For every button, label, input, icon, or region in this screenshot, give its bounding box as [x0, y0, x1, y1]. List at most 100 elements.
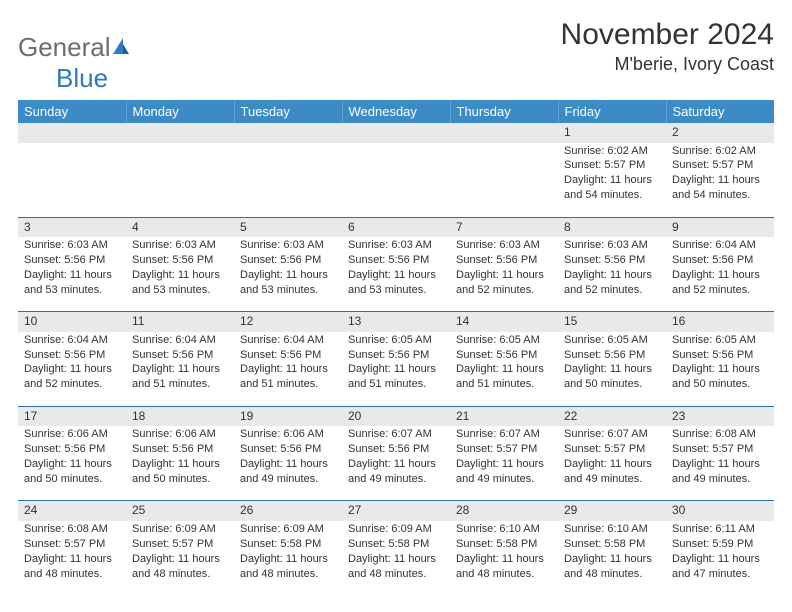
day-number-cell: 13 — [342, 312, 450, 332]
day-number-cell: 28 — [450, 501, 558, 521]
day-cell: Sunrise: 6:04 AMSunset: 5:56 PMDaylight:… — [666, 237, 774, 311]
day-details: Sunrise: 6:03 AMSunset: 5:56 PMDaylight:… — [18, 237, 126, 299]
day-number: 19 — [234, 407, 342, 427]
day-number — [234, 123, 342, 143]
day-cell: Sunrise: 6:04 AMSunset: 5:56 PMDaylight:… — [234, 332, 342, 406]
day-number-cell — [342, 123, 450, 143]
day-details: Sunrise: 6:10 AMSunset: 5:58 PMDaylight:… — [450, 521, 558, 583]
day-cell — [342, 143, 450, 217]
day-number: 8 — [558, 218, 666, 238]
day-cell: Sunrise: 6:09 AMSunset: 5:57 PMDaylight:… — [126, 521, 234, 595]
day-cell: Sunrise: 6:09 AMSunset: 5:58 PMDaylight:… — [342, 521, 450, 595]
calendar-body: 12Sunrise: 6:02 AMSunset: 5:57 PMDayligh… — [18, 123, 774, 595]
day-number: 2 — [666, 123, 774, 143]
day-number-cell: 7 — [450, 218, 558, 238]
day-number: 14 — [450, 312, 558, 332]
day-cell: Sunrise: 6:10 AMSunset: 5:58 PMDaylight:… — [450, 521, 558, 595]
day-details: Sunrise: 6:09 AMSunset: 5:57 PMDaylight:… — [126, 521, 234, 583]
day-cell: Sunrise: 6:02 AMSunset: 5:57 PMDaylight:… — [558, 143, 666, 217]
day-body-row: Sunrise: 6:06 AMSunset: 5:56 PMDaylight:… — [18, 426, 774, 500]
day-number-row: 3456789 — [18, 218, 774, 238]
day-details: Sunrise: 6:07 AMSunset: 5:57 PMDaylight:… — [558, 426, 666, 488]
day-number: 7 — [450, 218, 558, 238]
day-number-cell: 9 — [666, 218, 774, 238]
day-number — [342, 123, 450, 143]
day-number: 20 — [342, 407, 450, 427]
day-cell: Sunrise: 6:03 AMSunset: 5:56 PMDaylight:… — [450, 237, 558, 311]
day-number: 18 — [126, 407, 234, 427]
day-header-thursday: Thursday — [450, 100, 558, 123]
day-number: 26 — [234, 501, 342, 521]
day-number: 15 — [558, 312, 666, 332]
day-details: Sunrise: 6:02 AMSunset: 5:57 PMDaylight:… — [558, 143, 666, 205]
day-details: Sunrise: 6:07 AMSunset: 5:57 PMDaylight:… — [450, 426, 558, 488]
day-cell — [126, 143, 234, 217]
day-number-cell: 27 — [342, 501, 450, 521]
day-details: Sunrise: 6:08 AMSunset: 5:57 PMDaylight:… — [666, 426, 774, 488]
day-number: 16 — [666, 312, 774, 332]
day-cell: Sunrise: 6:03 AMSunset: 5:56 PMDaylight:… — [558, 237, 666, 311]
day-number-cell — [18, 123, 126, 143]
day-cell: Sunrise: 6:05 AMSunset: 5:56 PMDaylight:… — [666, 332, 774, 406]
day-details: Sunrise: 6:06 AMSunset: 5:56 PMDaylight:… — [234, 426, 342, 488]
day-header-friday: Friday — [558, 100, 666, 123]
day-number-cell: 6 — [342, 218, 450, 238]
day-number-cell: 2 — [666, 123, 774, 143]
day-number: 17 — [18, 407, 126, 427]
day-number-cell: 12 — [234, 312, 342, 332]
day-details: Sunrise: 6:03 AMSunset: 5:56 PMDaylight:… — [234, 237, 342, 299]
day-details: Sunrise: 6:03 AMSunset: 5:56 PMDaylight:… — [450, 237, 558, 299]
day-number-row: 17181920212223 — [18, 407, 774, 427]
day-cell: Sunrise: 6:07 AMSunset: 5:57 PMDaylight:… — [558, 426, 666, 500]
day-number-cell: 21 — [450, 407, 558, 427]
day-number: 9 — [666, 218, 774, 238]
day-details: Sunrise: 6:03 AMSunset: 5:56 PMDaylight:… — [342, 237, 450, 299]
day-cell: Sunrise: 6:08 AMSunset: 5:57 PMDaylight:… — [18, 521, 126, 595]
day-number: 5 — [234, 218, 342, 238]
day-header-row: SundayMondayTuesdayWednesdayThursdayFrid… — [18, 100, 774, 123]
day-cell — [450, 143, 558, 217]
day-number-cell: 30 — [666, 501, 774, 521]
day-number-cell: 20 — [342, 407, 450, 427]
day-number-row: 10111213141516 — [18, 312, 774, 332]
day-number-cell — [450, 123, 558, 143]
logo-sail-icon — [111, 36, 131, 56]
day-header-tuesday: Tuesday — [234, 100, 342, 123]
day-number-row: 12 — [18, 123, 774, 143]
day-number-cell: 19 — [234, 407, 342, 427]
day-cell: Sunrise: 6:04 AMSunset: 5:56 PMDaylight:… — [18, 332, 126, 406]
day-number-row: 24252627282930 — [18, 501, 774, 521]
day-number-cell: 29 — [558, 501, 666, 521]
day-number-cell: 8 — [558, 218, 666, 238]
day-number-cell: 18 — [126, 407, 234, 427]
day-number: 10 — [18, 312, 126, 332]
day-cell: Sunrise: 6:06 AMSunset: 5:56 PMDaylight:… — [18, 426, 126, 500]
day-details: Sunrise: 6:06 AMSunset: 5:56 PMDaylight:… — [126, 426, 234, 488]
day-number-cell: 25 — [126, 501, 234, 521]
day-details: Sunrise: 6:03 AMSunset: 5:56 PMDaylight:… — [126, 237, 234, 299]
day-cell: Sunrise: 6:06 AMSunset: 5:56 PMDaylight:… — [234, 426, 342, 500]
day-body-row: Sunrise: 6:03 AMSunset: 5:56 PMDaylight:… — [18, 237, 774, 311]
day-number-cell: 15 — [558, 312, 666, 332]
day-number: 3 — [18, 218, 126, 238]
logo-word-blue: Blue — [18, 63, 108, 93]
calendar-table: SundayMondayTuesdayWednesdayThursdayFrid… — [18, 100, 774, 595]
day-cell: Sunrise: 6:05 AMSunset: 5:56 PMDaylight:… — [558, 332, 666, 406]
day-number-cell — [234, 123, 342, 143]
day-details: Sunrise: 6:05 AMSunset: 5:56 PMDaylight:… — [450, 332, 558, 394]
day-number: 24 — [18, 501, 126, 521]
day-number-cell: 24 — [18, 501, 126, 521]
day-details: Sunrise: 6:08 AMSunset: 5:57 PMDaylight:… — [18, 521, 126, 583]
day-details: Sunrise: 6:04 AMSunset: 5:56 PMDaylight:… — [126, 332, 234, 394]
day-details: Sunrise: 6:02 AMSunset: 5:57 PMDaylight:… — [666, 143, 774, 205]
header-row: General Blue November 2024 M'berie, Ivor… — [18, 18, 774, 94]
day-details: Sunrise: 6:05 AMSunset: 5:56 PMDaylight:… — [558, 332, 666, 394]
day-cell: Sunrise: 6:04 AMSunset: 5:56 PMDaylight:… — [126, 332, 234, 406]
day-cell: Sunrise: 6:07 AMSunset: 5:56 PMDaylight:… — [342, 426, 450, 500]
day-cell: Sunrise: 6:10 AMSunset: 5:58 PMDaylight:… — [558, 521, 666, 595]
day-number: 25 — [126, 501, 234, 521]
day-body-row: Sunrise: 6:02 AMSunset: 5:57 PMDaylight:… — [18, 143, 774, 217]
day-details: Sunrise: 6:04 AMSunset: 5:56 PMDaylight:… — [234, 332, 342, 394]
day-details: Sunrise: 6:04 AMSunset: 5:56 PMDaylight:… — [666, 237, 774, 299]
day-number-cell: 5 — [234, 218, 342, 238]
